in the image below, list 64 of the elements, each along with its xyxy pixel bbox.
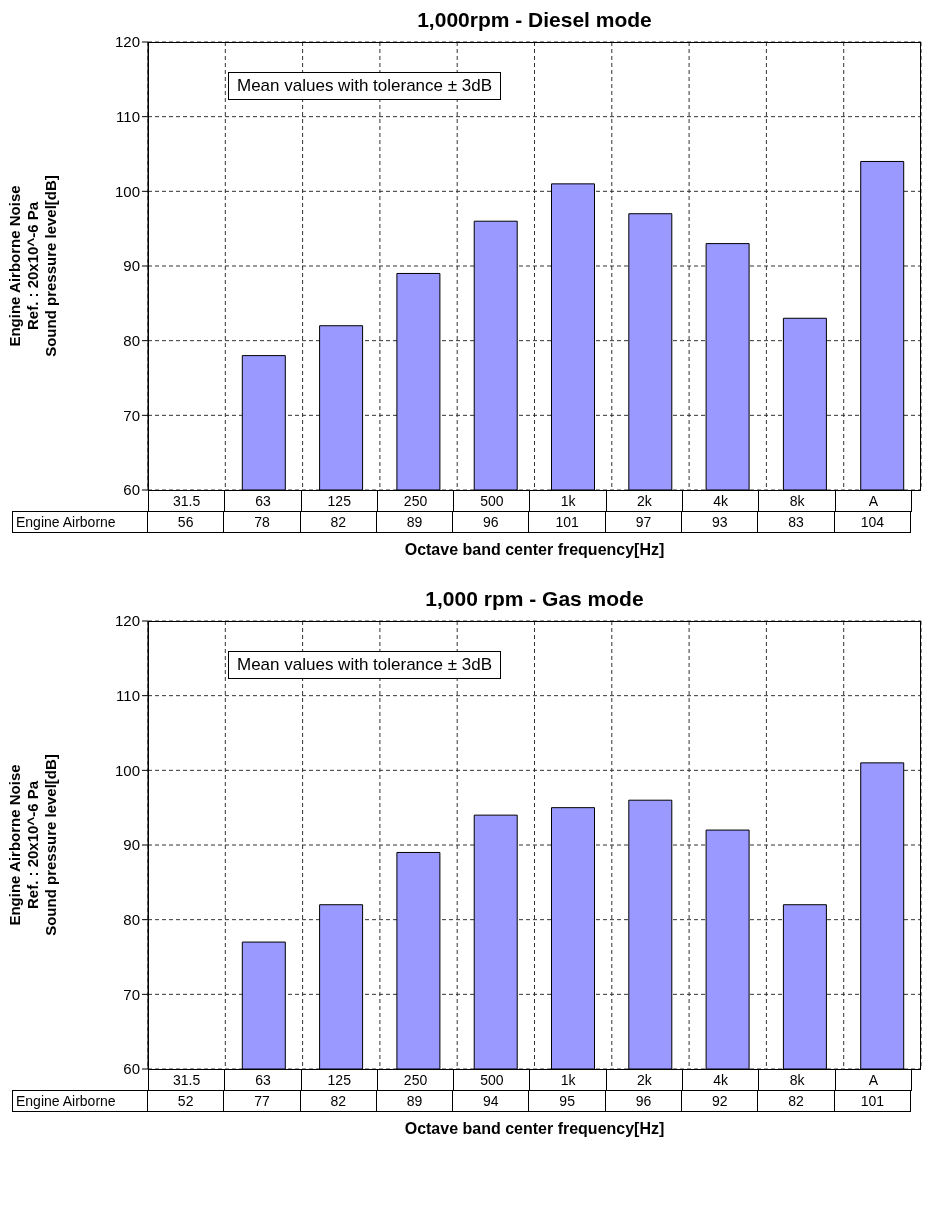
x-tick-label: 500 [453,490,531,512]
text: Engine Airborne [12,511,148,533]
x-tick-label: 1k [529,1069,607,1091]
x-tick-label: 8k [758,1069,836,1091]
y-tick-label: 120 [114,33,140,51]
annotation: Mean values with tolerance ± 3dB [228,72,502,100]
data-label: 104 [833,511,911,533]
chart-title: 1,000rpm - Diesel mode [416,8,653,32]
x-axis-title: Octave band center frequency[Hz] [403,541,666,559]
y-tick-label: 100 [114,182,140,200]
x-tick-label: 8k [758,490,836,512]
y-tick-label: 80 [123,331,140,349]
data-label: 96 [452,511,530,533]
x-tick-label: 500 [453,1069,531,1091]
annotation: Mean values with tolerance ± 3dB [228,651,502,679]
y-tick-label: 70 [123,985,140,1003]
x-axis-title: Octave band center frequency[Hz] [403,1120,666,1138]
data-label: 101 [833,1090,911,1112]
y-tick-label: 100 [114,761,140,779]
y-tick-label: 60 [123,1060,140,1078]
x-tick-label: A [834,490,912,512]
data-label: 78 [223,511,301,533]
data-label: 82 [299,1090,377,1112]
data-label: 101 [528,511,606,533]
x-tick-label: A [834,1069,912,1091]
data-label: 89 [375,1090,454,1112]
y-tick-label: 110 [116,107,140,125]
x-tick-label: 2k [605,490,684,512]
data-label: 82 [299,511,377,533]
y-tick-label: 90 [123,257,140,275]
data-label: 77 [223,1090,301,1112]
data-label: 83 [757,511,835,533]
x-tick-label: 125 [300,1069,378,1091]
data-label: 94 [452,1090,530,1112]
text: Engine Airborne [12,1090,148,1112]
y-tick-label: 110 [116,686,140,704]
data-label: 95 [528,1090,606,1112]
text: 56 [177,514,194,530]
x-tick-label: 2k [605,1069,684,1091]
data-label: 96 [604,1090,683,1112]
data-label: 89 [375,511,454,533]
x-tick-label: 4k [682,490,760,512]
x-tick-label: 31.5 [148,1069,226,1091]
x-tick-label: 1k [529,490,607,512]
chart-title: 1,000 rpm - Gas mode [424,587,645,611]
x-tick-label: 250 [376,1069,455,1091]
x-tick-label: 4k [682,1069,760,1091]
y-tick-label: 80 [123,910,140,928]
y-tick-label: 90 [123,836,140,854]
y-tick-label: 120 [114,612,140,630]
y-axis-title: Engine Airborne Noise Ref. : 20x10^-6 Pa Sound pressure level[dB] [6,754,59,936]
x-tick-label: 63 [224,1069,302,1091]
data-label: 93 [681,511,759,533]
y-tick-label: 70 [123,406,140,424]
data-label: 92 [681,1090,759,1112]
x-tick-label: 31.5 [148,490,226,512]
y-tick-label: 60 [123,481,140,499]
x-tick-label: 250 [376,490,455,512]
data-label: 97 [604,511,683,533]
y-axis-title: Engine Airborne Noise Ref. : 20x10^-6 Pa Sound pressure level[dB] [6,175,59,357]
x-tick-label: 63 [224,490,302,512]
text: 52 [177,1093,194,1109]
x-tick-label: 125 [300,490,378,512]
data-label: 82 [757,1090,835,1112]
